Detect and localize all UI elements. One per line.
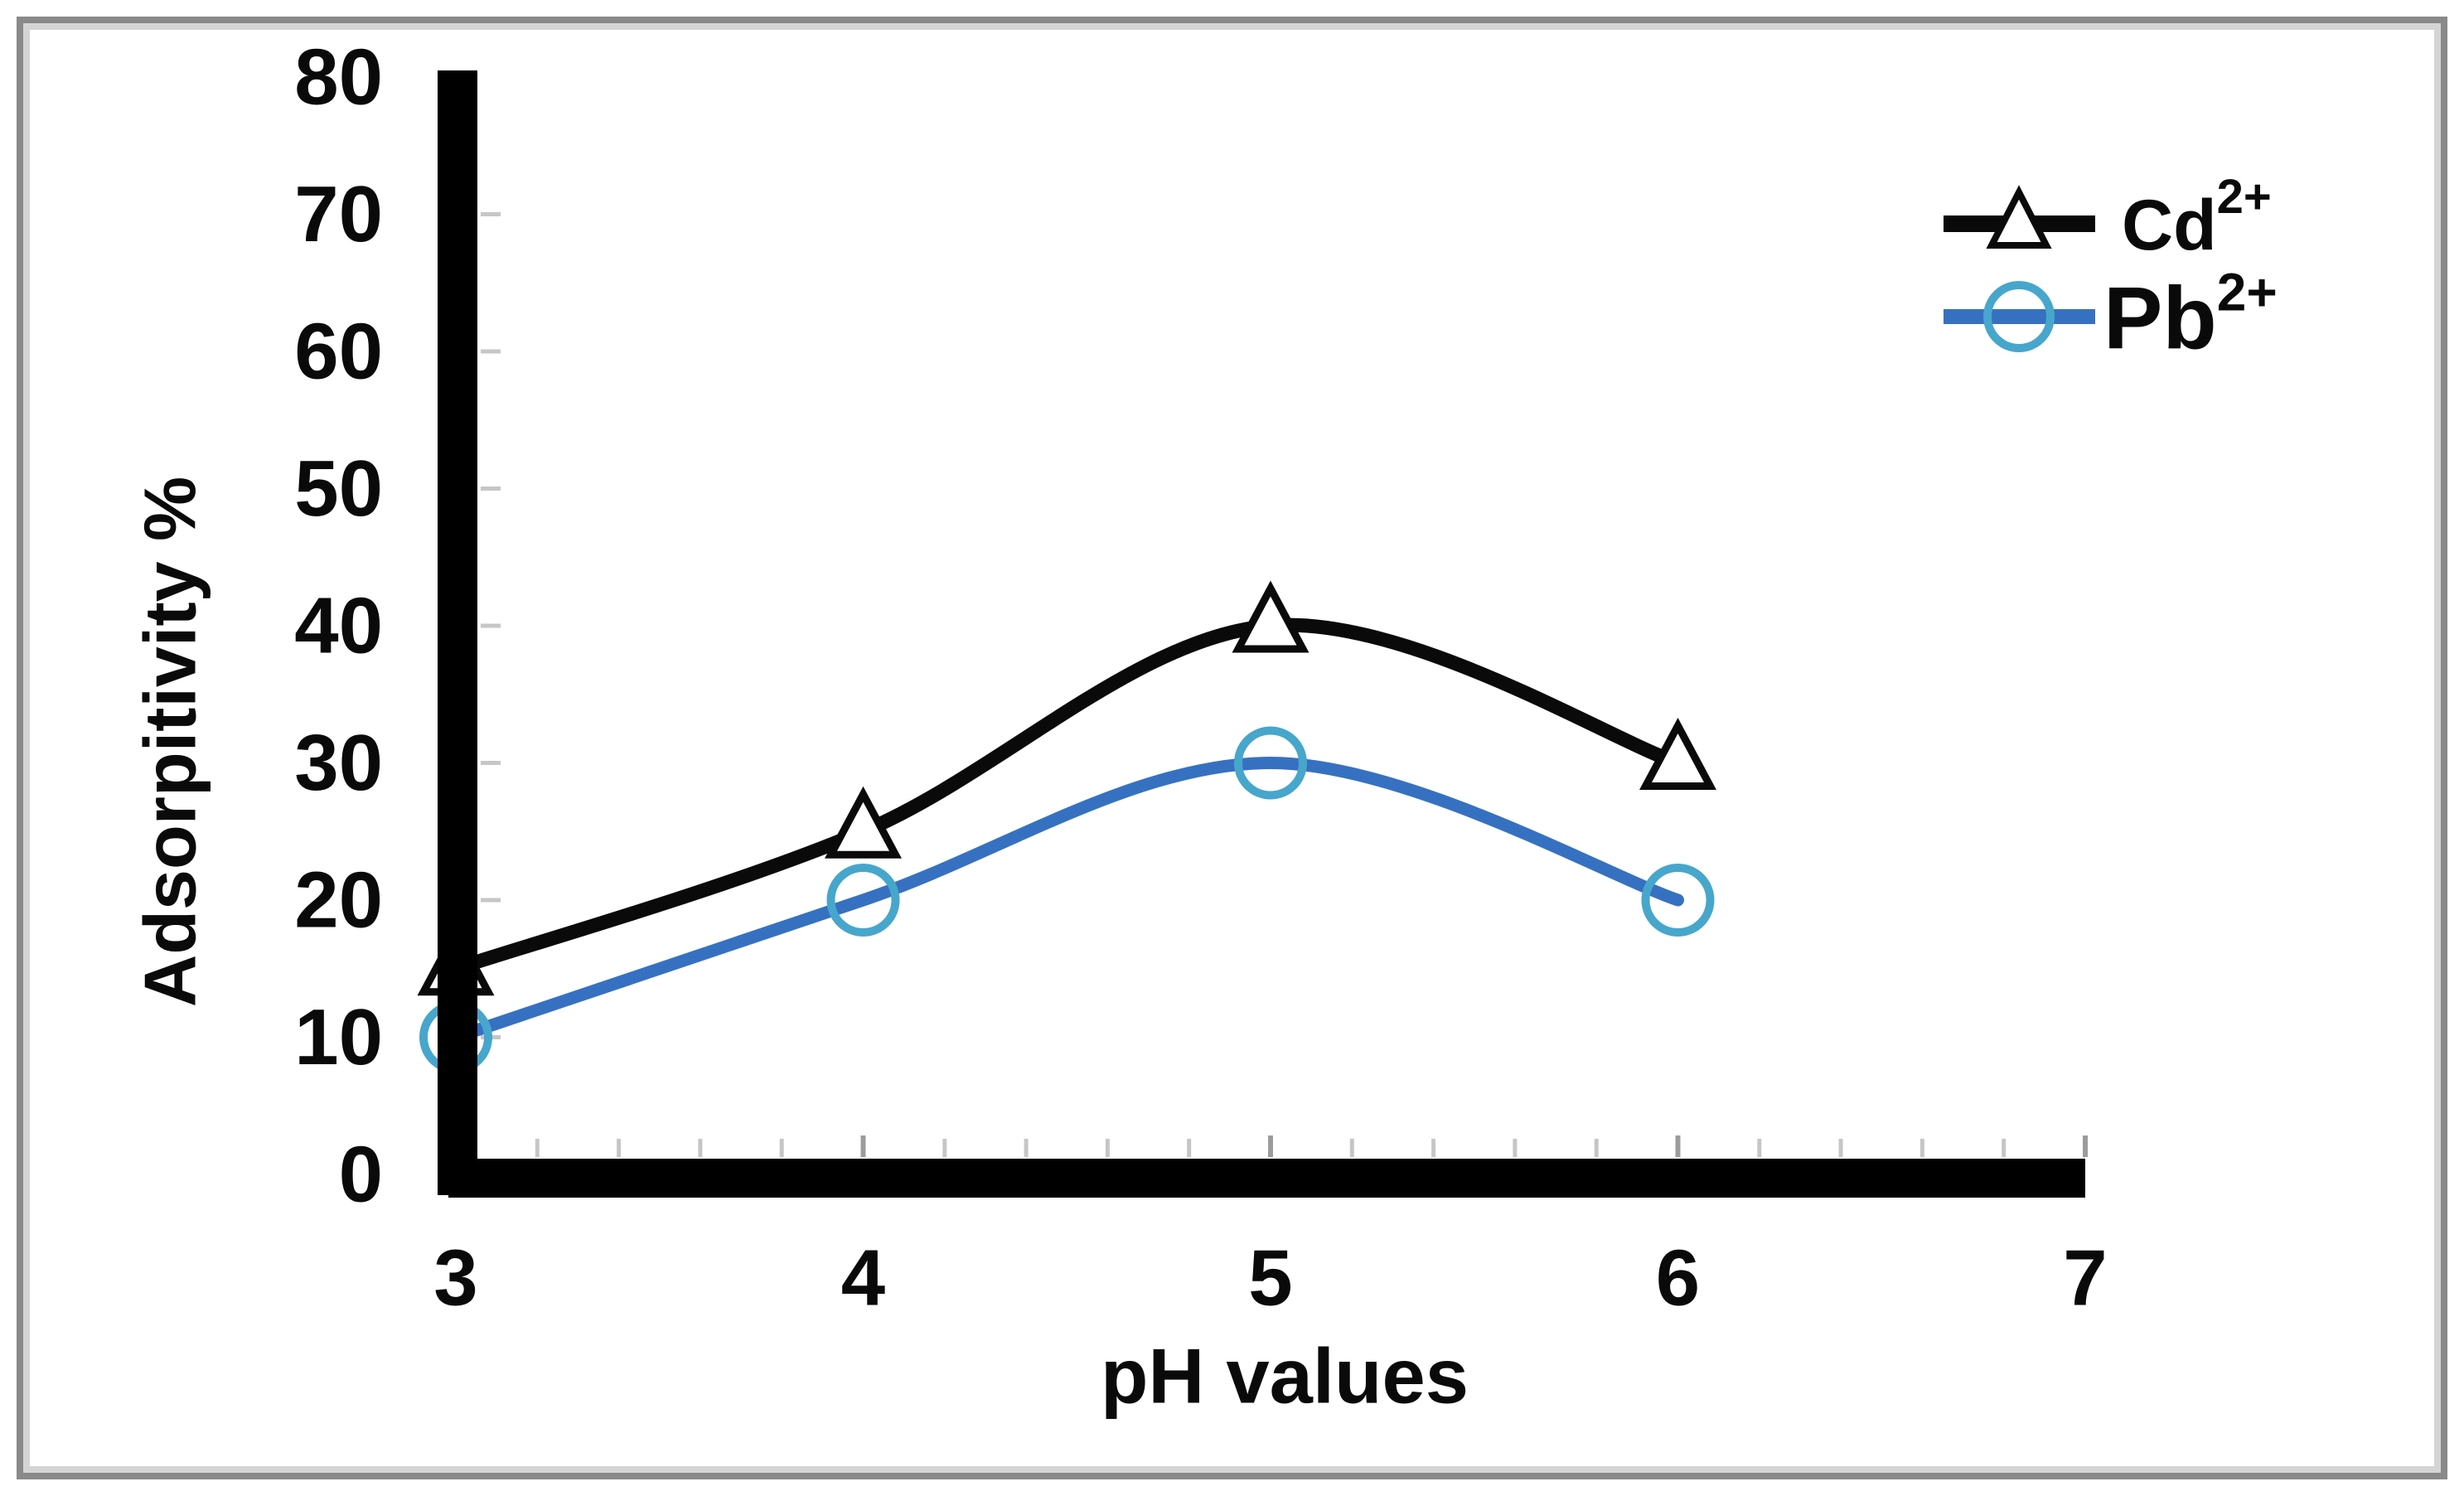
axes [438,70,2085,1198]
y-tick-label: 50 [294,444,383,533]
series-line-pb [449,756,1684,1043]
legend-label-cd: Cd2+ [2122,170,2272,265]
x-axis-bar [448,1159,2085,1198]
circle-marker [1234,726,1307,800]
x-axis-tick-labels: 3 4 5 6 7 [433,1234,2107,1323]
x-tick-label: 5 [1248,1234,1292,1323]
y-tick-label: 0 [339,1130,383,1219]
legend-circle-marker [1983,281,2055,352]
circle-marker [1641,864,1715,937]
y-tick-label: 30 [294,719,383,807]
y-axis-tick-labels: 0 10 20 30 40 50 60 70 80 [294,33,383,1219]
x-tick-label: 6 [1656,1234,1700,1323]
legend-triangle-marker [1986,185,2052,249]
x-tick-label: 4 [841,1234,885,1323]
circle-marker [826,864,900,937]
series-line-cd [448,617,1685,976]
triangle-marker [1639,717,1717,790]
y-tick-label: 60 [294,307,383,396]
y-axis-title: Adsorpitivity % [129,477,211,1008]
x-axis-minor-ticks [453,1135,2088,1157]
y-tick-label: 20 [294,856,383,945]
y-axis-minor-ticks [481,212,501,1039]
y-tick-label: 10 [294,993,383,1082]
data-series-lines [448,617,1685,1043]
y-tick-label: 80 [294,33,383,122]
legend: Cd2+Pb2+ [1944,170,2278,368]
y-axis-bar [438,70,477,1195]
triangle-marker [1232,580,1309,653]
y-tick-label: 40 [294,582,383,671]
y-tick-label: 70 [294,170,383,259]
x-axis-title: pH values [1101,1333,1469,1420]
x-tick-label: 3 [433,1234,477,1323]
triangle-marker [824,786,903,859]
legend-label-pb: Pb2+ [2103,263,2278,368]
x-tick-label: 7 [2063,1234,2107,1323]
